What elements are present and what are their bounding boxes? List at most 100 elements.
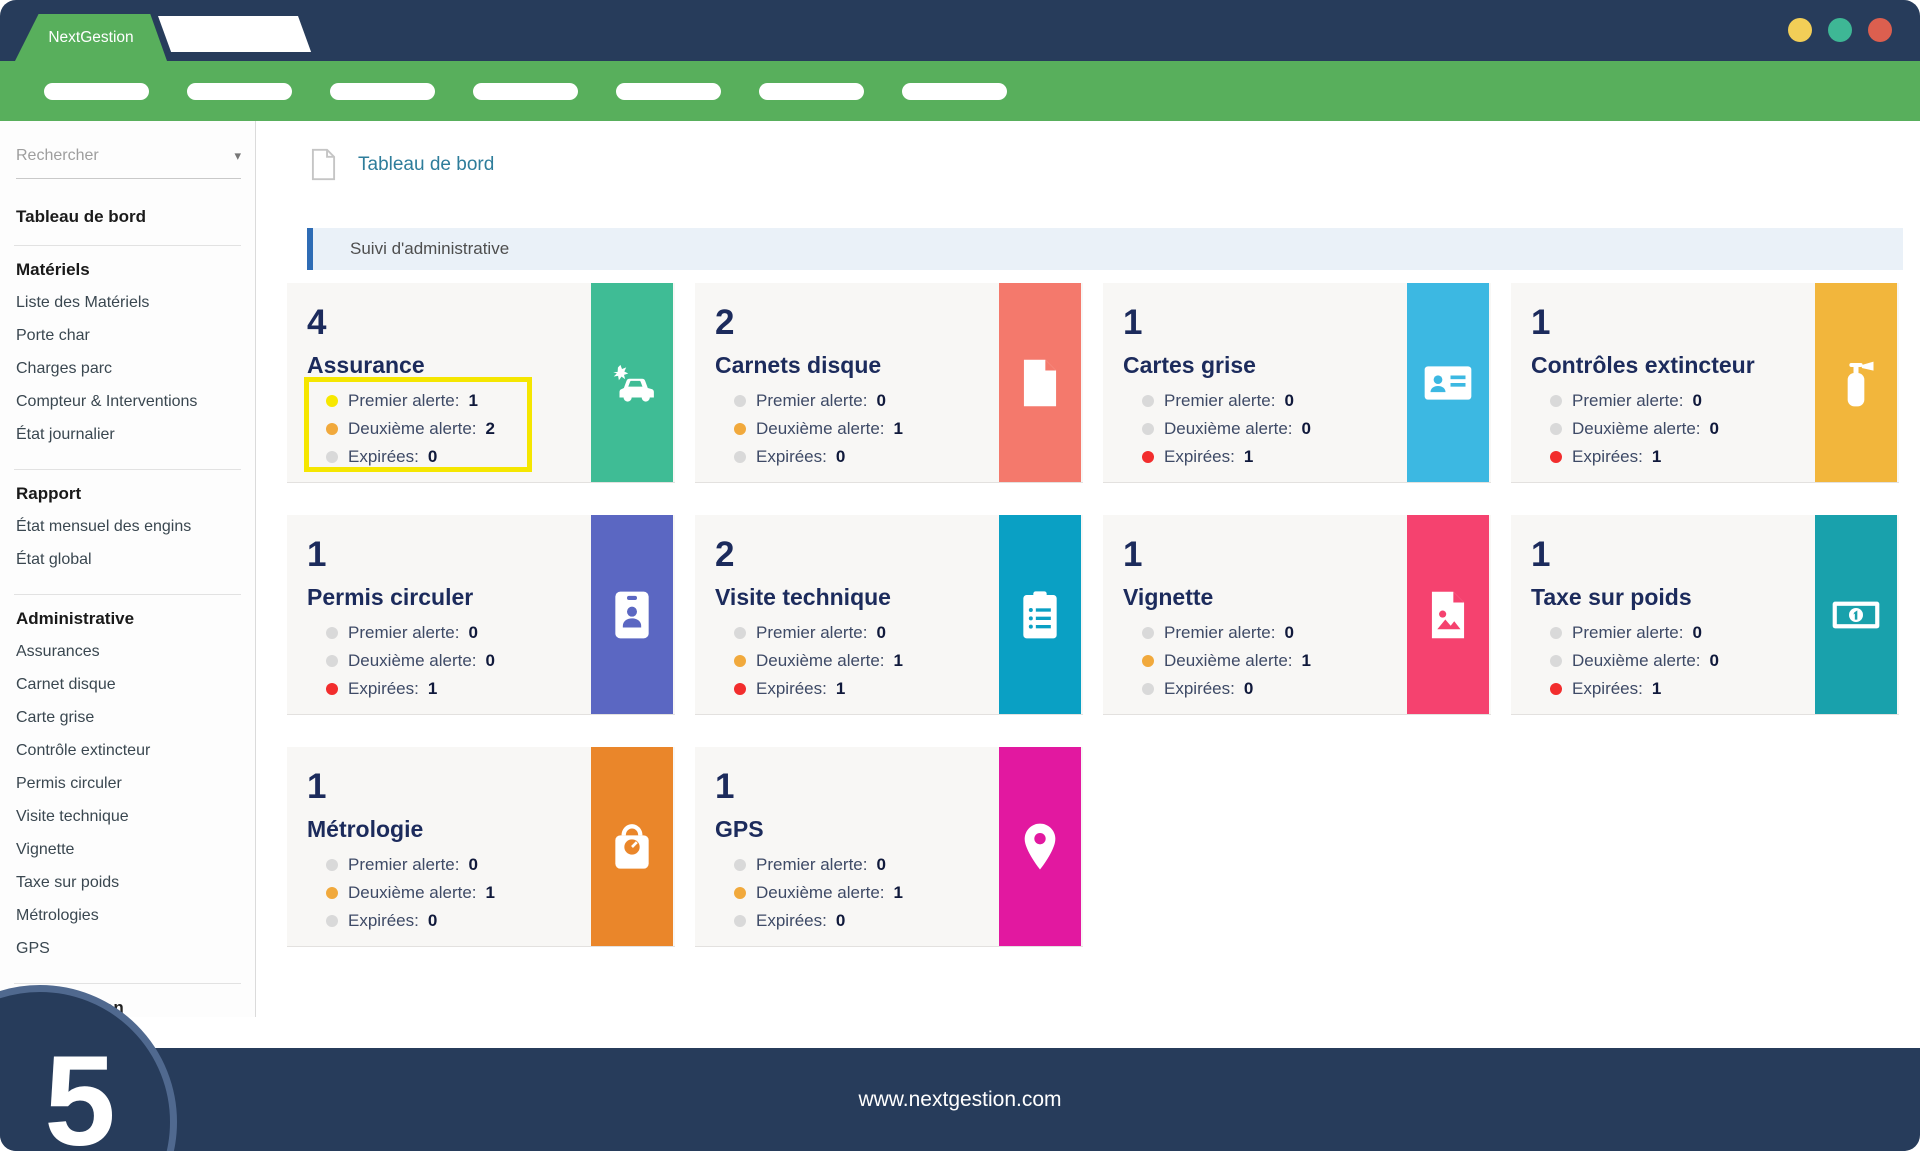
nav-pill[interactable] bbox=[616, 82, 721, 100]
alert-value: 1 bbox=[468, 391, 478, 410]
sidebar-item-vignette[interactable]: Vignette bbox=[16, 841, 75, 858]
sidebar-item-etat-journalier[interactable]: État journalier bbox=[16, 426, 115, 443]
alert-list: Premier alerte: 0 Deuxième alerte: 0 Exp… bbox=[1511, 619, 1899, 703]
nav-pill[interactable] bbox=[187, 82, 292, 100]
sidebar-item-charges-parc[interactable]: Charges parc bbox=[16, 360, 113, 377]
card-icon-block bbox=[591, 747, 673, 946]
nav-pill[interactable] bbox=[44, 82, 149, 100]
alert-dot bbox=[1142, 627, 1154, 639]
alert-row: Deuxième alerte: 1 bbox=[695, 415, 1083, 443]
alert-dot bbox=[734, 859, 746, 871]
alert-label: Deuxième alerte: bbox=[348, 883, 477, 902]
alert-dot bbox=[1550, 683, 1562, 695]
alert-label: Deuxième alerte: bbox=[756, 883, 885, 902]
sidebar-item-etat-global[interactable]: État global bbox=[16, 551, 92, 568]
alert-row: Expirées: 0 bbox=[1103, 675, 1491, 703]
card-metrologie[interactable]: 1 Métrologie Premier alerte: 0 Deuxième … bbox=[287, 747, 675, 947]
sidebar-item-compteur-interventions[interactable]: Compteur & Interventions bbox=[16, 393, 198, 410]
sidebar-item-carnet-disque[interactable]: Carnet disque bbox=[16, 676, 116, 693]
card-title: Cartes grise bbox=[1123, 352, 1256, 378]
card-permis-circuler[interactable]: 1 Permis circuler Premier alerte: 0 Deux… bbox=[287, 515, 675, 715]
search-placeholder: Rechercher bbox=[16, 147, 99, 164]
alert-label: Expirées: bbox=[348, 911, 419, 930]
alert-label: Deuxième alerte: bbox=[348, 419, 477, 438]
page-title: Tableau de bord bbox=[358, 153, 495, 175]
alert-value: 1 bbox=[1651, 447, 1662, 466]
alert-row: Expirées: 0 bbox=[287, 907, 675, 935]
nav-pill[interactable] bbox=[330, 82, 435, 100]
alert-row: Deuxième alerte: 0 bbox=[1511, 647, 1899, 675]
card-icon-block bbox=[1815, 515, 1897, 714]
alert-row: Premier alerte: 0 bbox=[1103, 619, 1491, 647]
alert-value: 0 bbox=[835, 447, 846, 466]
card-title: Taxe sur poids bbox=[1531, 584, 1692, 610]
sidebar-item-assurances[interactable]: Assurances bbox=[16, 643, 100, 660]
card-visite-technique[interactable]: 2 Visite technique Premier alerte: 0 Deu… bbox=[695, 515, 1083, 715]
nav-pill[interactable] bbox=[473, 82, 578, 100]
alert-row: Premier alerte: 1 bbox=[287, 387, 675, 415]
nav-pill[interactable] bbox=[759, 82, 864, 100]
alert-label: Expirées: bbox=[348, 679, 419, 698]
divider bbox=[14, 983, 241, 984]
alert-row: Expirées: 1 bbox=[1103, 443, 1491, 471]
alert-dot bbox=[1142, 423, 1154, 435]
card-title: Contrôles extincteur bbox=[1531, 352, 1755, 378]
alert-label: Expirées: bbox=[756, 679, 827, 698]
card-count: 1 bbox=[1531, 303, 1551, 342]
card-gps[interactable]: 1 GPS Premier alerte: 0 Deuxième alerte:… bbox=[695, 747, 1083, 947]
card-title: Permis circuler bbox=[307, 584, 474, 610]
sidebar-item-tableau-de-bord[interactable]: Tableau de bord bbox=[16, 207, 147, 226]
card-vignette[interactable]: 1 Vignette Premier alerte: 0 Deuxième al… bbox=[1103, 515, 1491, 715]
alert-value: 0 bbox=[835, 911, 846, 930]
sidebar-item-liste-des-materiels[interactable]: Liste des Matériels bbox=[16, 294, 150, 311]
card-carnets-disque[interactable]: 2 Carnets disque Premier alerte: 0 Deuxi… bbox=[695, 283, 1083, 483]
card-cartes-grise[interactable]: 1 Cartes grise Premier alerte: 0 Deuxièm… bbox=[1103, 283, 1491, 483]
sidebar-item-etat-mensuel-des-engins[interactable]: État mensuel des engins bbox=[16, 518, 192, 535]
sidebar-item-gps[interactable]: GPS bbox=[16, 940, 50, 957]
alert-row: Deuxième alerte: 1 bbox=[1103, 647, 1491, 675]
card-taxe-sur-poids[interactable]: 1 Taxe sur poids Premier alerte: 0 Deuxi… bbox=[1511, 515, 1899, 715]
card-icon-block bbox=[999, 747, 1081, 946]
alert-row: Deuxième alerte: 0 bbox=[287, 647, 675, 675]
alert-value: 0 bbox=[427, 447, 438, 466]
sidebar-item-visite-technique[interactable]: Visite technique bbox=[16, 808, 129, 825]
tab-nextgestion[interactable]: NextGestion bbox=[15, 14, 167, 61]
card-count: 4 bbox=[307, 303, 327, 342]
alert-label: Expirées: bbox=[1572, 679, 1643, 698]
tab-blank[interactable] bbox=[158, 16, 312, 52]
sidebar-item-porte-char[interactable]: Porte char bbox=[16, 327, 90, 344]
card-assurance[interactable]: 4 Assurance Premier alerte: 1 Deuxième a… bbox=[287, 283, 675, 483]
card-title: Vignette bbox=[1123, 584, 1214, 610]
card-controles-extincteur[interactable]: 1 Contrôles extincteur Premier alerte: 0… bbox=[1511, 283, 1899, 483]
sidebar-item-carte-grise[interactable]: Carte grise bbox=[16, 709, 95, 726]
alert-label: Premier alerte: bbox=[756, 623, 868, 642]
nav-pill[interactable] bbox=[902, 82, 1007, 100]
search-input[interactable]: Rechercher ▾ bbox=[16, 147, 241, 179]
alert-row: Expirées: 0 bbox=[695, 907, 1083, 935]
card-count: 2 bbox=[715, 535, 735, 574]
alert-label: Premier alerte: bbox=[756, 855, 868, 874]
alert-dot bbox=[326, 683, 338, 695]
card-count: 1 bbox=[1123, 303, 1143, 342]
card-title: Assurance bbox=[307, 352, 425, 378]
sidebar-item-permis-circuler[interactable]: Permis circuler bbox=[16, 775, 122, 792]
sidebar: Rechercher ▾ Tableau de bord Matériels L… bbox=[0, 121, 256, 1017]
alert-value: 1 bbox=[835, 679, 846, 698]
window-dot-yellow[interactable] bbox=[1788, 18, 1812, 42]
alert-dot bbox=[734, 887, 746, 899]
window-dot-red[interactable] bbox=[1868, 18, 1892, 42]
alert-value: 0 bbox=[876, 855, 886, 874]
sidebar-item-taxe-sur-poids[interactable]: Taxe sur poids bbox=[16, 874, 120, 891]
window-dot-teal[interactable] bbox=[1828, 18, 1852, 42]
alert-value: 1 bbox=[1651, 679, 1662, 698]
alert-dot bbox=[326, 395, 338, 407]
alert-value: 0 bbox=[1284, 623, 1294, 642]
sidebar-item-metrologies[interactable]: Métrologies bbox=[16, 907, 99, 924]
main-content: Tableau de bord Suivi d'administrative 4… bbox=[257, 121, 1920, 1048]
card-icon-block bbox=[591, 515, 673, 714]
alert-dot bbox=[1142, 683, 1154, 695]
alert-row: Expirées: 1 bbox=[287, 675, 675, 703]
alert-row: Expirées: 1 bbox=[695, 675, 1083, 703]
step-badge-number: 5 bbox=[44, 1030, 116, 1151]
sidebar-item-controle-extincteur[interactable]: Contrôle extincteur bbox=[16, 742, 151, 759]
